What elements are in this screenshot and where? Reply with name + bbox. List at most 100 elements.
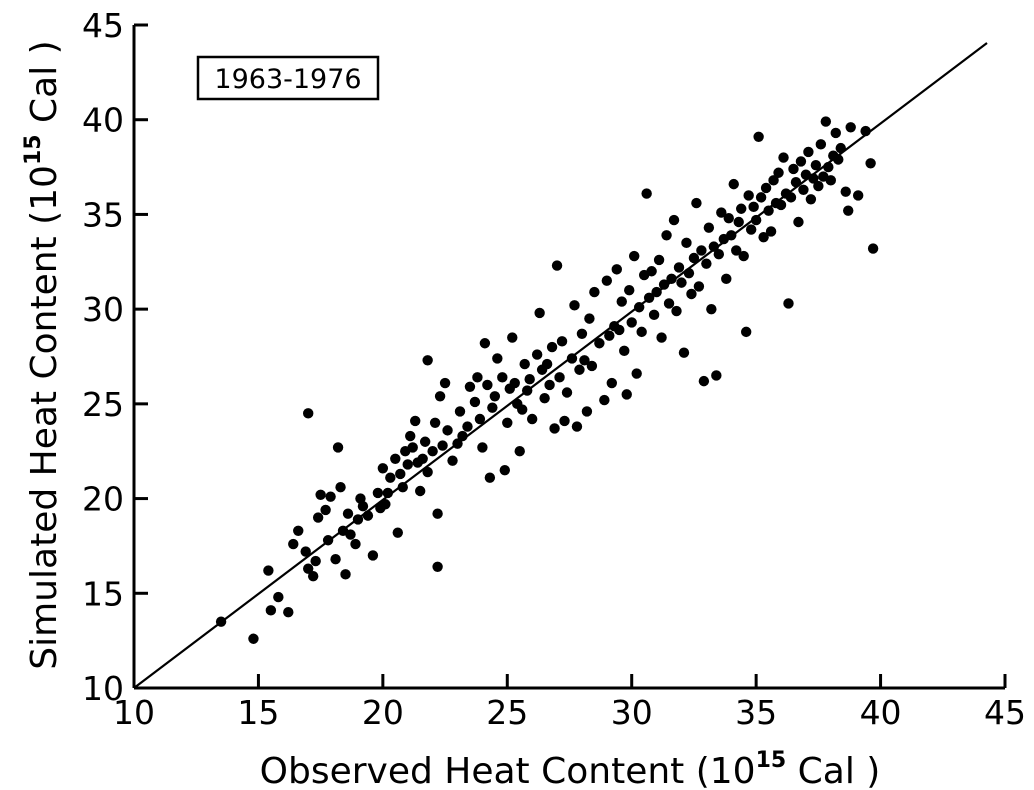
data-point — [731, 245, 742, 256]
data-point — [561, 387, 573, 398]
y-tick-label-40: 40 — [82, 101, 124, 140]
data-point — [738, 250, 749, 262]
data-point — [487, 402, 498, 413]
data-point — [745, 224, 757, 235]
data-point — [574, 364, 585, 375]
data-point — [808, 173, 819, 184]
data-point — [427, 446, 438, 457]
data-point — [288, 538, 299, 550]
data-point — [763, 205, 774, 216]
x-axis-title-tail: Cal ) — [786, 751, 880, 790]
data-point — [867, 243, 879, 254]
data-point — [636, 326, 647, 338]
data-point — [551, 260, 563, 271]
data-point — [434, 391, 446, 402]
data-point — [666, 273, 677, 285]
data-point — [367, 550, 379, 561]
data-point — [616, 296, 627, 307]
data-point — [422, 466, 433, 478]
period-label: 1963-1976 — [214, 64, 361, 95]
data-point — [840, 186, 851, 197]
data-point — [768, 175, 779, 186]
tick-marks: 10 15 20 25 30 35 40 45 10 15 20 25 30 35 40 45 — [82, 6, 1026, 732]
y-tick-label-30: 30 — [82, 290, 124, 329]
data-point — [668, 214, 680, 226]
y-axis-title: Simulated Heat Content (1015 Cal ) — [21, 40, 65, 669]
data-point — [390, 453, 401, 464]
data-point — [604, 330, 615, 341]
data-point — [405, 430, 416, 442]
data-point — [743, 190, 754, 201]
data-point — [584, 313, 595, 324]
period-annotation: 1963-1976 — [196, 55, 380, 101]
data-point — [663, 298, 675, 309]
x-tick-label-30: 30 — [611, 693, 653, 732]
data-point — [601, 275, 613, 286]
data-point — [454, 406, 466, 417]
data-point — [457, 430, 468, 442]
data-point — [325, 491, 336, 502]
data-point — [691, 197, 702, 209]
axes — [132, 25, 1005, 690]
data-point — [586, 360, 598, 372]
y-axis-title-tail: Cal ) — [24, 40, 65, 134]
data-point — [688, 252, 700, 264]
data-point — [519, 358, 530, 370]
data-point — [686, 288, 697, 300]
data-point — [736, 203, 747, 214]
data-point — [419, 436, 431, 447]
data-point — [283, 607, 294, 618]
data-point — [614, 324, 625, 336]
data-point — [835, 142, 846, 154]
y-axis-title-main: Simulated Heat Content (10 — [24, 165, 65, 670]
data-point — [300, 546, 311, 557]
data-point — [698, 375, 710, 387]
data-point — [843, 205, 854, 216]
data-point — [332, 442, 344, 453]
data-point — [432, 561, 443, 572]
data-point — [534, 307, 545, 319]
data-point — [350, 538, 361, 550]
x-tick-label-40: 40 — [860, 693, 902, 732]
data-point — [860, 125, 871, 137]
data-point — [303, 408, 314, 419]
data-point — [753, 131, 764, 142]
data-point — [683, 267, 695, 279]
data-point — [708, 241, 720, 252]
data-point — [823, 161, 834, 173]
data-point — [320, 504, 331, 516]
data-point — [407, 442, 418, 453]
data-point — [539, 392, 550, 404]
data-point — [432, 508, 443, 519]
data-point — [499, 464, 510, 476]
data-point — [502, 417, 513, 428]
y-tick-label-10: 10 — [82, 669, 124, 708]
data-point — [641, 188, 652, 199]
data-point — [758, 231, 769, 243]
data-point — [619, 345, 630, 357]
data-point — [599, 394, 610, 406]
data-point — [748, 201, 759, 213]
data-point — [805, 194, 817, 205]
data-point — [362, 510, 374, 521]
data-point — [624, 285, 635, 296]
one-to-one-line — [133, 42, 988, 689]
data-point — [342, 508, 354, 519]
data-point — [656, 332, 667, 343]
data-point — [492, 353, 503, 364]
data-point — [833, 154, 844, 165]
data-point — [352, 514, 364, 525]
data-point — [581, 406, 593, 417]
data-point — [554, 372, 565, 383]
data-point — [852, 190, 864, 201]
data-point — [469, 396, 481, 408]
data-point — [723, 213, 734, 224]
data-point — [566, 353, 578, 364]
data-point — [472, 372, 483, 383]
data-point — [569, 300, 580, 311]
data-point — [310, 555, 321, 567]
data-point — [750, 214, 762, 226]
data-point — [606, 377, 618, 389]
data-point — [778, 152, 789, 163]
